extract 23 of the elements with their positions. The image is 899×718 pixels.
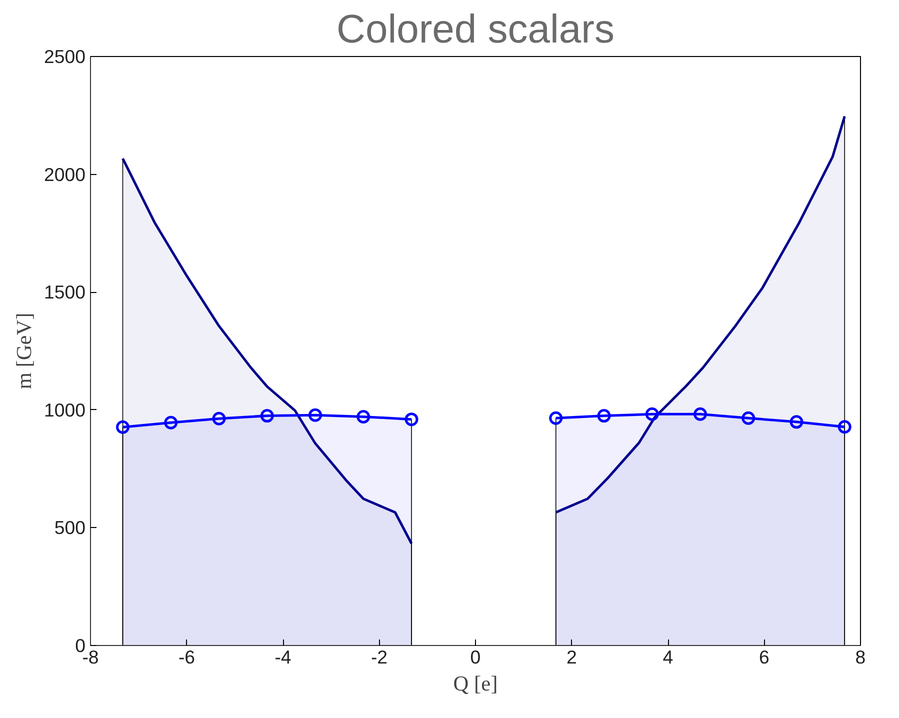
- y-tick-label: 1000: [44, 399, 86, 420]
- point: [790, 415, 804, 429]
- point: [645, 407, 659, 421]
- point: [693, 407, 707, 421]
- x-axis-title: Q [e]: [453, 672, 498, 696]
- x-tick-label: -6: [178, 646, 196, 668]
- x-tick-label: 8: [855, 646, 866, 668]
- point: [597, 409, 611, 423]
- y-tick-label: 2500: [44, 46, 86, 67]
- point: [742, 411, 756, 425]
- y-tick-label: 2000: [44, 164, 86, 185]
- point: [838, 420, 852, 434]
- x-tick-label: 2: [566, 646, 577, 668]
- point: [549, 411, 563, 425]
- chart-title: Colored scalars: [336, 8, 614, 52]
- x-tick-label: -4: [274, 646, 292, 668]
- x-tick-label: -2: [370, 646, 388, 668]
- x-tick-label: 6: [759, 646, 770, 668]
- y-tick-label: 1500: [44, 282, 86, 303]
- x-tick-label: 0: [470, 646, 481, 668]
- y-axis-title: m [GeV]: [12, 312, 36, 390]
- y-tick-label: 500: [54, 517, 86, 538]
- x-tick-label: 4: [662, 646, 674, 668]
